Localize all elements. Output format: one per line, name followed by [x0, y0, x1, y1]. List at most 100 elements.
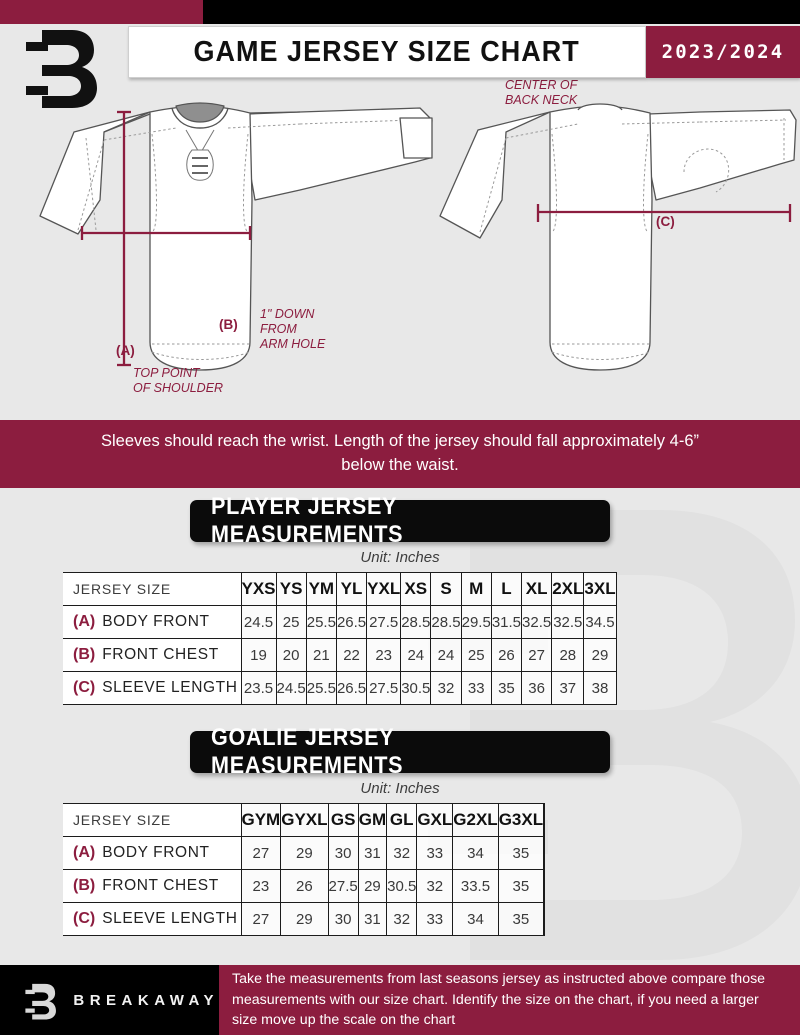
- cell: 32.5: [521, 605, 553, 639]
- goalie-size-col-8: [543, 803, 546, 837]
- goalie-size-col-0: GYM: [240, 803, 282, 837]
- top-strip-black: [203, 0, 800, 24]
- cell: 30.5: [386, 869, 418, 903]
- cell: 32: [386, 902, 418, 936]
- cell: 36: [521, 671, 553, 705]
- player-unit-text: Unit: Inches: [360, 549, 440, 566]
- cell: 30.5: [400, 671, 432, 705]
- cell: 23.5: [240, 671, 277, 705]
- row-name-body-front: BODY FRONT: [102, 613, 210, 630]
- cell: 28.5: [400, 605, 432, 639]
- player-size-col-7: M: [460, 572, 492, 606]
- cell: 34: [452, 902, 499, 936]
- label-b-text-line3: ARM HOLE: [259, 337, 326, 351]
- cell: 26.5: [335, 671, 368, 705]
- player-section-title: PLAYER JERSEY MEASUREMENTS: [190, 493, 610, 548]
- footer-instructions-text: Take the measurements from last seasons …: [232, 971, 766, 1029]
- cell: 27: [521, 638, 553, 672]
- cell: 23: [366, 638, 402, 672]
- season-badge: 2023/2024: [646, 26, 800, 78]
- row-marker-c: (C): [73, 910, 96, 927]
- cell: 32.5: [551, 605, 585, 639]
- player-size-col-0: YXS: [240, 572, 277, 606]
- goalie-row-label-a: (A) BODY FRONT: [63, 836, 242, 870]
- row-name-sleeve-length: SLEEVE LENGTH: [102, 679, 238, 696]
- goalie-size-col-3: GM: [357, 803, 388, 837]
- measurement-lines: [80, 110, 792, 367]
- row-marker-a: (A): [73, 613, 96, 630]
- goalie-size-col-1: GYXL: [280, 803, 329, 837]
- cell: 28.5: [430, 605, 462, 639]
- player-size-col-10: 2XL: [551, 572, 585, 606]
- goalie-row-label-b: (B) FRONT CHEST: [63, 869, 242, 903]
- cell: 33: [416, 836, 454, 870]
- page-title-text: GAME JERSEY SIZE CHART: [193, 35, 581, 68]
- footer-brand-text: BREAKAWAY: [73, 991, 219, 1009]
- player-size-col-5: XS: [400, 572, 432, 606]
- cell: 25: [275, 605, 307, 639]
- label-center-back-neck-line2: BACK NECK: [505, 93, 578, 107]
- cell: 32: [416, 869, 454, 903]
- cell: 27: [240, 836, 282, 870]
- player-size-col-6: S: [430, 572, 462, 606]
- goalie-measurements-table: JERSEY SIZE GYM GYXL GS GM GL GXL G2XL G…: [63, 803, 546, 936]
- cell: 24.5: [240, 605, 277, 639]
- goalie-unit-label: Unit: Inches: [0, 780, 800, 797]
- cell: 35: [497, 869, 545, 903]
- cell: 38: [583, 671, 617, 705]
- cell: 27: [240, 902, 282, 936]
- cell: 27.5: [327, 869, 359, 903]
- front-jersey-illustration: [39, 102, 433, 371]
- row-marker-b: (B): [73, 877, 96, 894]
- row-marker-a: (A): [73, 844, 96, 861]
- row-marker-b: (B): [73, 646, 96, 663]
- goalie-table-wrap: JERSEY SIZE GYM GYXL GS GM GL GXL G2XL G…: [63, 803, 546, 936]
- label-b-marker: (B): [219, 317, 238, 332]
- label-center-back-neck-line1: CENTER OF: [505, 80, 579, 92]
- table-row: (C) SLEEVE LENGTH 23.5 24.5 25.5 26.5 27.…: [63, 671, 617, 705]
- cell: 23: [240, 869, 282, 903]
- goalie-section-title-text: GOALIE JERSEY MEASUREMENTS: [211, 724, 404, 779]
- cell: 33: [416, 902, 454, 936]
- cell: 19: [240, 638, 277, 672]
- goalie-size-col-6: G2XL: [452, 803, 499, 837]
- cell: 29.5: [460, 605, 492, 639]
- row-marker-c: (C): [73, 679, 96, 696]
- cell: 30: [327, 902, 359, 936]
- player-size-col-8: L: [490, 572, 523, 606]
- player-measurements-table: JERSEY SIZE YXS YS YM YL YXL XS S M L XL…: [63, 572, 617, 705]
- player-size-col-11: 3XL: [583, 572, 617, 606]
- notice-band: Sleeves should reach the wrist. Length o…: [0, 420, 800, 488]
- page-header: GAME JERSEY SIZE CHART 2023/2024: [0, 24, 800, 108]
- label-c-marker: (C): [656, 214, 675, 229]
- goalie-size-col-2: GS: [327, 803, 359, 837]
- cell: 34.5: [583, 605, 617, 639]
- page-title: GAME JERSEY SIZE CHART: [128, 26, 646, 78]
- table-row: (C) SLEEVE LENGTH 27 29 30 31 32 33 34 35: [63, 902, 546, 936]
- player-size-col-3: YL: [335, 572, 368, 606]
- cell: 31: [357, 902, 388, 936]
- cell: [543, 869, 546, 903]
- goalie-size-col-7: G3XL: [497, 803, 545, 837]
- cell: 27.5: [366, 671, 402, 705]
- back-jersey-illustration: [399, 103, 797, 371]
- cell: 35: [497, 836, 545, 870]
- cell: 26.5: [335, 605, 368, 639]
- goalie-row-label-c: (C) SLEEVE LENGTH: [63, 902, 242, 936]
- cell: 29: [357, 869, 388, 903]
- footer-instructions: Take the measurements from last seasons …: [219, 965, 800, 1035]
- cell: 32: [386, 836, 418, 870]
- player-size-col-2: YM: [305, 572, 337, 606]
- player-jersey-size-header: JERSEY SIZE: [63, 572, 242, 606]
- cell: 31: [357, 836, 388, 870]
- footer-brand: BREAKAWAY: [0, 965, 219, 1035]
- cell: 24: [400, 638, 432, 672]
- cell: 33.5: [452, 869, 499, 903]
- cell: 25.5: [305, 605, 337, 639]
- row-name-front-chest: FRONT CHEST: [102, 877, 219, 894]
- cell: 35: [497, 902, 545, 936]
- row-name-front-chest: FRONT CHEST: [102, 646, 219, 663]
- cell: 34: [452, 836, 499, 870]
- notice-text: Sleeves should reach the wrist. Length o…: [101, 432, 699, 474]
- cell: 28: [551, 638, 585, 672]
